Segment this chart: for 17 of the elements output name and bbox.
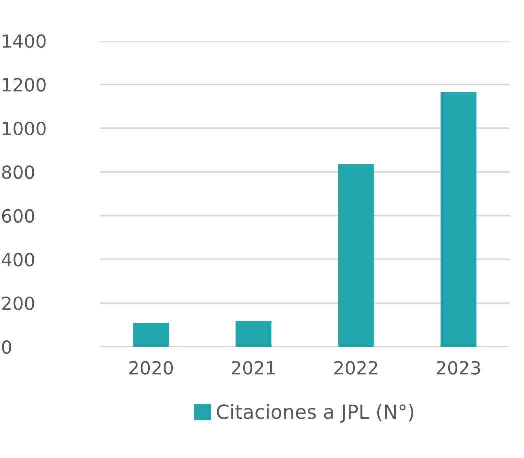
x-tick-label: 2022 [334,361,378,375]
x-tick-label: 2023 [437,361,480,375]
y-tick-label: 0 [2,340,12,354]
bar [440,92,477,347]
y-tick-label: 600 [2,209,34,223]
x-tick-label: 2021 [232,361,276,375]
bar [338,164,374,347]
x-tick-label: 2020 [130,361,174,375]
bar [236,321,272,347]
y-tick-label: 400 [2,253,34,267]
bar [133,322,170,347]
y-tick-label: 1400 [3,34,46,48]
y-tick-label: 800 [2,166,34,180]
y-tick-label: 1200 [3,78,46,92]
legend-label: Citaciones a JPL (N°) [217,404,414,423]
y-tick-label: 200 [2,296,34,310]
y-tick-label: 1000 [3,122,46,136]
